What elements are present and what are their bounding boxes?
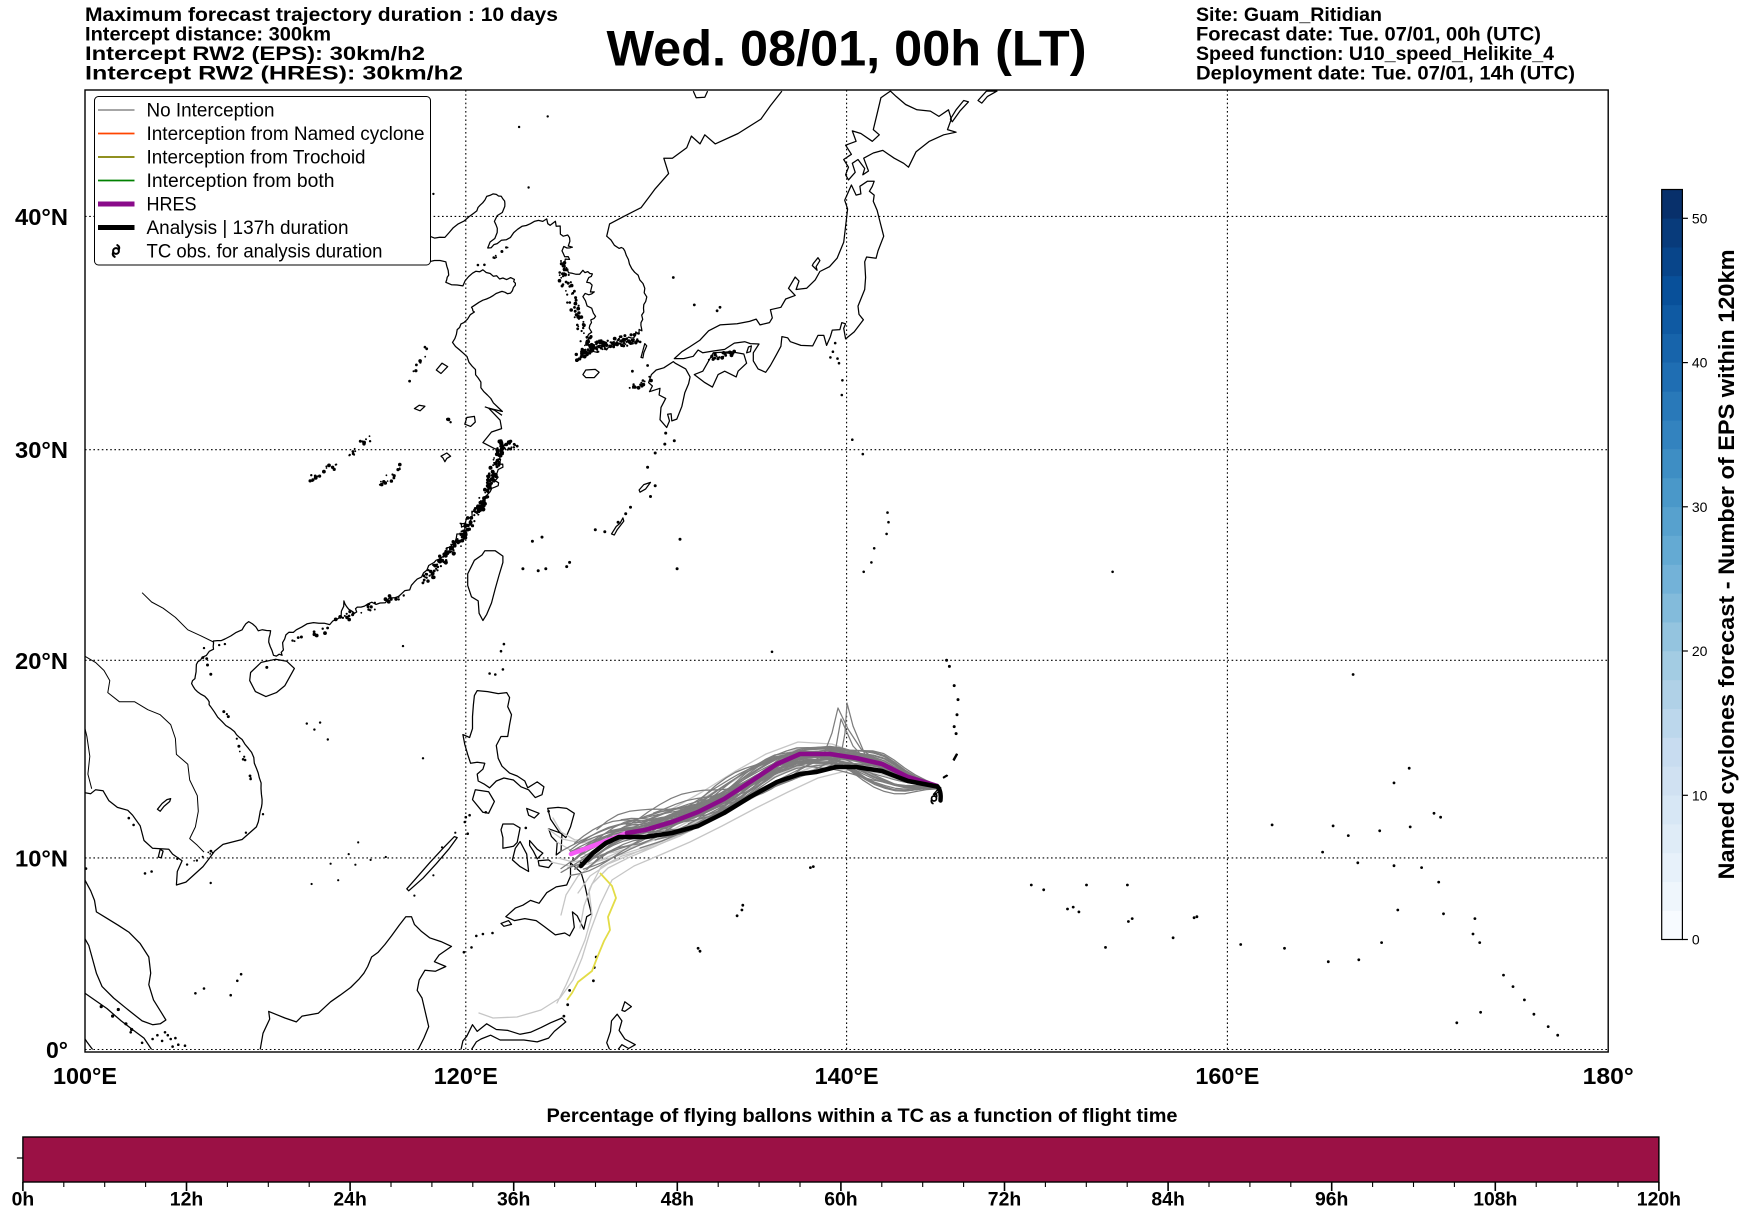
svg-text:40: 40 <box>1692 355 1708 371</box>
svg-text:Interception from Trochoid: Interception from Trochoid <box>147 148 366 169</box>
svg-text:30: 30 <box>1692 499 1708 515</box>
svg-text:84h: 84h <box>1151 1189 1184 1211</box>
svg-text:Analysis | 137h duration: Analysis | 137h duration <box>147 218 349 239</box>
svg-text:Speed function: U10_speed_Heli: Speed function: U10_speed_Helikite_4 <box>1196 43 1554 65</box>
svg-text:96h: 96h <box>1315 1189 1348 1211</box>
svg-text:Intercept distance: 300km: Intercept distance: 300km <box>85 24 331 46</box>
svg-text:160°E: 160°E <box>1195 1063 1259 1089</box>
svg-text:100°E: 100°E <box>53 1063 117 1089</box>
svg-text:140°E: 140°E <box>815 1063 879 1089</box>
svg-text:0h: 0h <box>12 1189 35 1211</box>
svg-text:20°N: 20°N <box>15 648 68 674</box>
svg-text:10°N: 10°N <box>15 845 68 871</box>
svg-text:Percentage of flying ballons w: Percentage of flying ballons within a TC… <box>547 1106 1178 1127</box>
svg-text:Intercept RW2 (EPS): 30km/h2: Intercept RW2 (EPS): 30km/h2 <box>85 43 425 65</box>
svg-text:TC obs. for analysis duration: TC obs. for analysis duration <box>147 242 383 263</box>
svg-text:12h: 12h <box>170 1189 203 1211</box>
svg-text:HRES: HRES <box>147 195 197 216</box>
svg-text:Interception from Named cyclon: Interception from Named cyclone <box>147 124 425 145</box>
svg-text:Wed. 08/01, 00h (LT): Wed. 08/01, 00h (LT) <box>607 21 1087 77</box>
svg-text:10: 10 <box>1692 787 1708 803</box>
svg-text:Interception from both: Interception from both <box>147 171 335 192</box>
svg-text:120°E: 120°E <box>434 1063 498 1089</box>
svg-text:Deployment date: Tue. 07/01, 1: Deployment date: Tue. 07/01, 14h (UTC) <box>1196 63 1575 85</box>
svg-text:0°: 0° <box>46 1037 68 1063</box>
svg-text:40°N: 40°N <box>15 204 68 230</box>
svg-text:180°: 180° <box>1583 1063 1634 1089</box>
svg-text:36h: 36h <box>497 1189 530 1211</box>
svg-text:20: 20 <box>1692 643 1708 659</box>
svg-text:0: 0 <box>1692 932 1700 948</box>
svg-text:Named cyclones forecast - Numb: Named cyclones forecast - Number of EPS … <box>1714 250 1739 880</box>
svg-text:Site: Guam_Ritidian: Site: Guam_Ritidian <box>1196 4 1382 26</box>
svg-text:60h: 60h <box>824 1189 857 1211</box>
svg-text:30°N: 30°N <box>15 437 68 463</box>
svg-text:Intercept RW2 (HRES): 30km/h2: Intercept RW2 (HRES): 30km/h2 <box>85 63 463 85</box>
svg-text:120h: 120h <box>1637 1189 1681 1211</box>
svg-text:24h: 24h <box>333 1189 366 1211</box>
svg-text:72h: 72h <box>988 1189 1021 1211</box>
svg-text:48h: 48h <box>661 1189 694 1211</box>
svg-text:50: 50 <box>1692 210 1708 226</box>
svg-text:Forecast date: Tue. 07/01, 00h: Forecast date: Tue. 07/01, 00h (UTC) <box>1196 24 1541 46</box>
svg-text:Maximum forecast trajectory du: Maximum forecast trajectory duration : 1… <box>85 4 558 26</box>
svg-text:No Interception: No Interception <box>147 101 275 122</box>
svg-text:108h: 108h <box>1473 1189 1517 1211</box>
